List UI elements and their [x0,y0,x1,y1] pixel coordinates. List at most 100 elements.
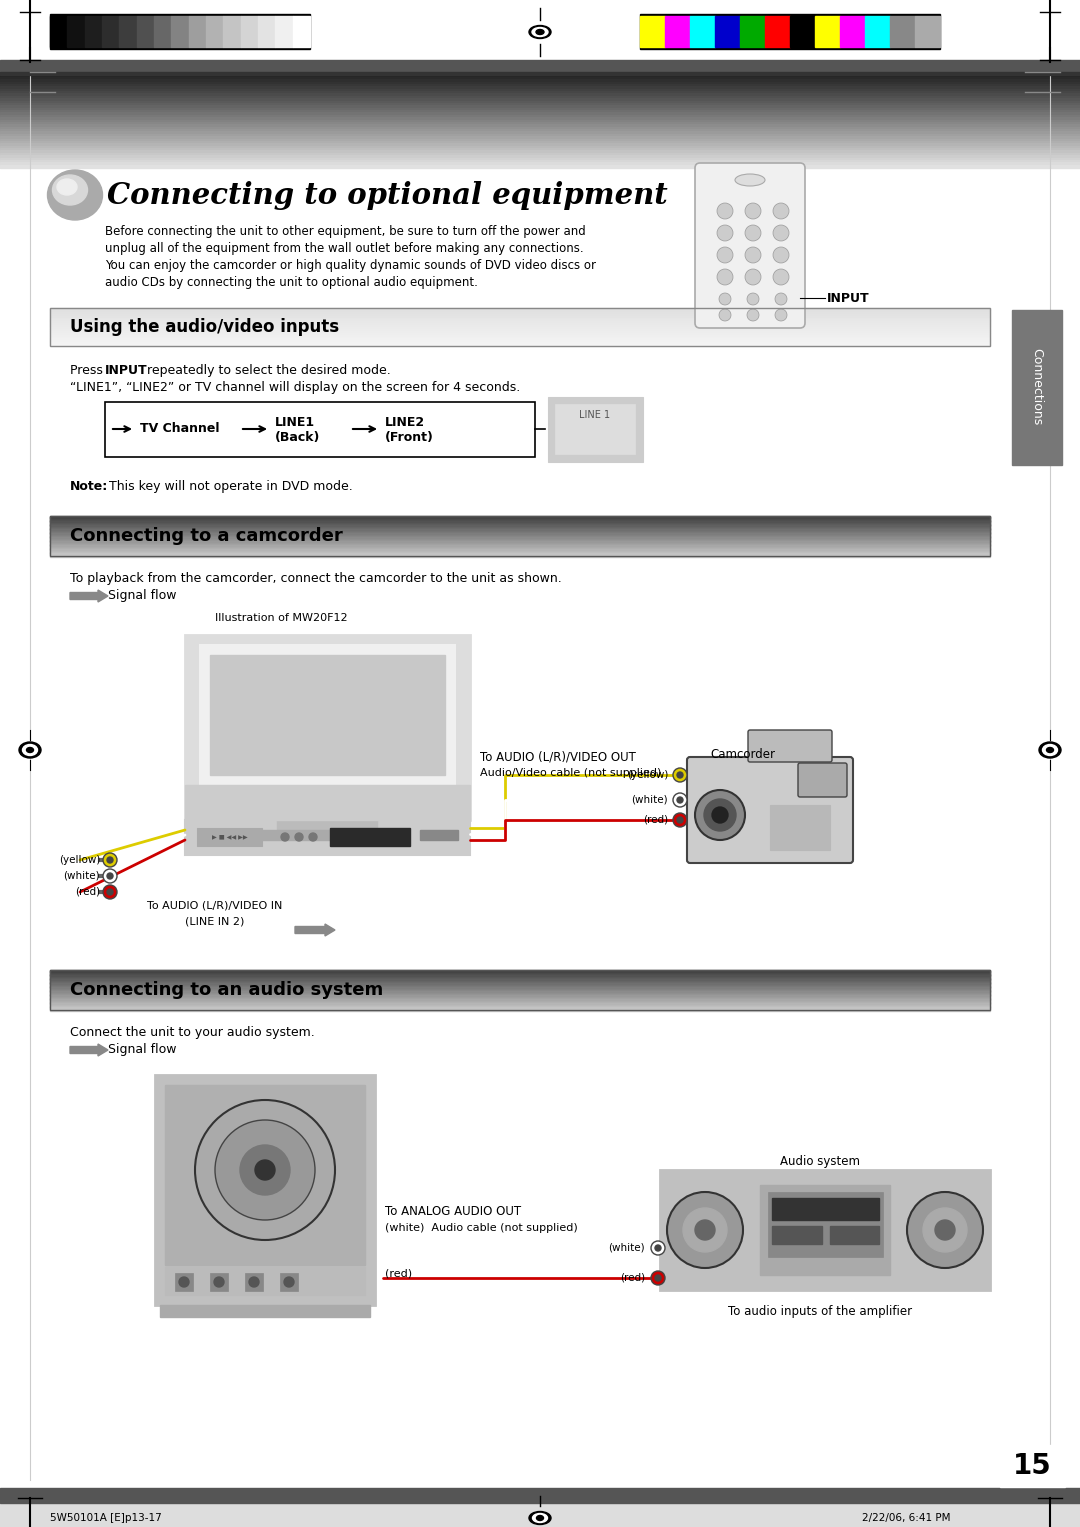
Ellipse shape [19,742,41,757]
Bar [548,397,643,463]
Bar [50,973,990,974]
Circle shape [103,869,117,883]
Bar [197,828,262,846]
Bar [640,15,665,47]
Bar [0,153,1080,156]
FancyArrow shape [295,924,335,936]
Bar [154,15,172,47]
Bar [50,334,990,337]
Bar [0,1503,1080,1527]
Bar [0,79,1080,82]
Bar [50,321,990,324]
Bar [0,148,1080,151]
Bar [50,1008,990,1009]
Circle shape [667,1193,743,1267]
Bar [50,1002,990,1003]
Bar [0,145,1080,148]
Bar [165,1086,365,1264]
Bar [0,124,1080,127]
Bar [640,14,940,49]
Bar [119,15,137,47]
Bar [0,119,1080,122]
Circle shape [773,247,789,263]
Text: (Front): (Front) [384,431,434,443]
Circle shape [745,224,761,241]
Text: To AUDIO (L/R)/VIDEO OUT: To AUDIO (L/R)/VIDEO OUT [480,750,636,764]
Bar [50,1003,990,1005]
Bar [50,1006,990,1008]
Bar [0,157,1080,160]
Text: (red): (red) [620,1274,645,1283]
Bar [50,342,990,345]
Bar [890,15,915,47]
Text: (white)  Audio cable (not supplied): (white) Audio cable (not supplied) [384,1223,578,1232]
Circle shape [717,203,733,218]
Bar [740,15,765,47]
Bar [0,72,1080,75]
Bar [241,15,258,47]
Bar [0,60,1080,72]
Bar [0,131,1080,134]
Bar [770,805,831,851]
Text: To playback from the camcorder, connect the camcorder to the unit as shown.: To playback from the camcorder, connect … [70,573,562,585]
Bar [210,655,445,776]
Bar [50,1009,990,1011]
Circle shape [775,293,787,305]
Bar [50,997,990,999]
Bar [789,15,815,47]
Circle shape [683,1208,727,1252]
FancyArrow shape [70,589,108,602]
Bar [50,333,990,334]
Circle shape [240,1145,291,1196]
Circle shape [773,224,789,241]
Text: LINE 1: LINE 1 [580,411,610,420]
Bar [0,84,1080,87]
Circle shape [654,1245,661,1251]
Circle shape [773,203,789,218]
Bar [50,516,990,556]
Bar [185,820,470,855]
Bar [50,308,990,310]
Bar [50,536,990,538]
Text: Connections: Connections [1030,348,1043,426]
Text: (red): (red) [384,1267,413,1278]
Bar [275,15,293,47]
Circle shape [717,269,733,286]
Bar [760,1185,890,1275]
Bar [50,994,990,996]
Bar [0,115,1080,118]
FancyArrow shape [70,1044,108,1057]
Bar [555,405,635,454]
Bar [50,324,990,325]
Bar [50,976,990,977]
Text: INPUT: INPUT [827,292,869,304]
Text: Illustration of MW20F12: Illustration of MW20F12 [215,612,348,623]
Circle shape [249,1277,259,1287]
Bar [0,136,1080,139]
Text: Note:: Note: [70,479,108,493]
Text: Before connecting the unit to other equipment, be sure to turn off the power and: Before connecting the unit to other equi… [105,224,585,238]
Text: “LINE1”, “LINE2” or TV channel will display on the screen for 4 seconds.: “LINE1”, “LINE2” or TV channel will disp… [70,382,521,394]
Text: repeatedly to select the desired mode.: repeatedly to select the desired mode. [143,363,391,377]
Bar [0,107,1080,110]
Bar [50,527,990,528]
Circle shape [923,1208,967,1252]
Bar [50,521,990,524]
Bar [175,1274,193,1290]
Bar [50,982,990,983]
Bar [772,1199,879,1220]
Bar [50,979,990,982]
Circle shape [696,1220,715,1240]
Circle shape [719,293,731,305]
Text: (white): (white) [64,870,100,881]
Bar [50,977,990,980]
Bar [50,544,990,545]
Text: Press: Press [70,363,107,377]
Circle shape [107,857,113,863]
Ellipse shape [529,1512,551,1524]
Text: 2/22/06, 6:41 PM: 2/22/06, 6:41 PM [862,1513,950,1522]
Bar [1000,1445,1065,1487]
Circle shape [673,812,687,828]
Ellipse shape [1042,745,1057,756]
Bar [831,1226,879,1245]
